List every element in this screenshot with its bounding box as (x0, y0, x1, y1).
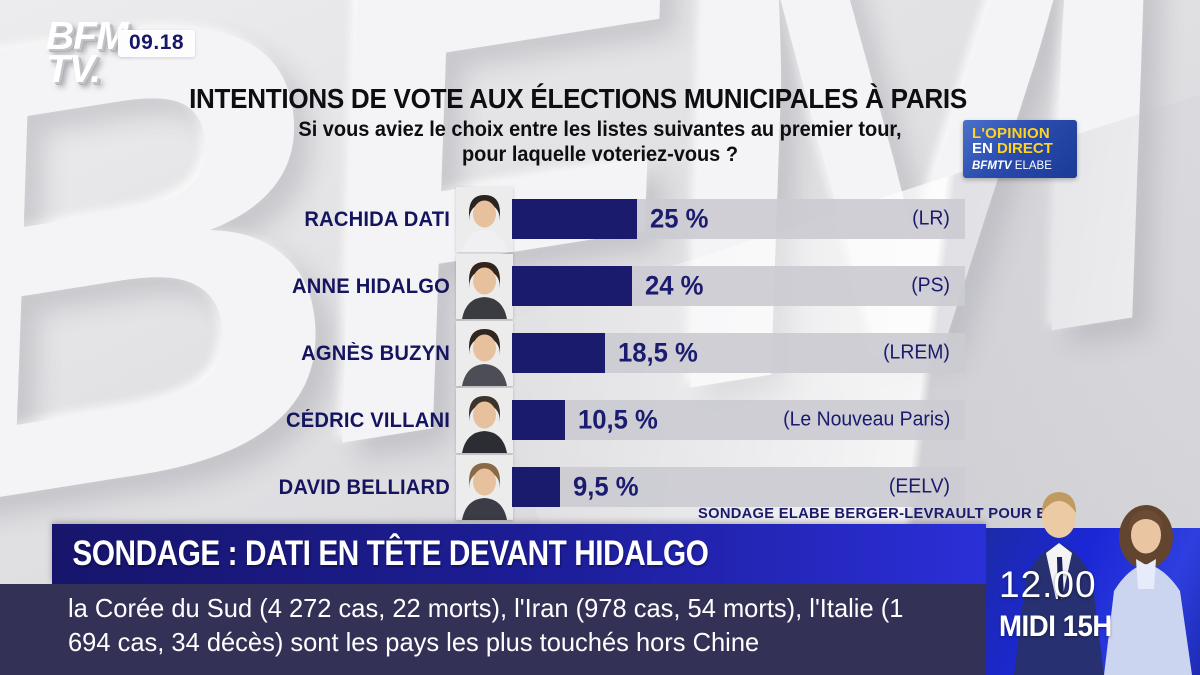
presenters-illustration (1014, 492, 1192, 675)
candidate-name: AGNÈS BUZYN (301, 341, 450, 365)
party-label: (LREM) (883, 341, 950, 364)
bar-fill (512, 467, 560, 507)
opinion-en-direct-badge: L'OPINION EN DIRECT BFMTV ELABE (963, 120, 1077, 178)
poll-subtitle-line1: Si vous aviez le choix entre les listes … (298, 118, 902, 141)
bar-track (512, 266, 965, 306)
poll-title: INTENTIONS DE VOTE AUX ÉLECTIONS MUNICIP… (189, 83, 967, 114)
bar-track (512, 467, 965, 507)
bar-track (512, 400, 965, 440)
female-presenter-silhouette (1104, 505, 1192, 675)
bfmtv-logo-line1: BFM (46, 15, 128, 58)
candidate-name: ANNE HIDALGO (292, 274, 450, 298)
badge-line3-light: ELABE (1011, 160, 1052, 172)
party-label: (PS) (911, 274, 950, 297)
clock: 09.18 (118, 30, 196, 57)
candidate-name: DAVID BELLIARD (278, 475, 450, 499)
ticker-line1: la Corée du Sud (4 272 cas, 22 morts), l… (68, 593, 904, 623)
candidate-photo (456, 254, 513, 319)
promo-show-name: MIDI 15H (999, 610, 1112, 643)
poll-bar-chart: RACHIDA DATI 25 % (LR) ANNE HIDALGO (0, 186, 1200, 521)
poll-row: RACHIDA DATI 25 % (LR) (0, 186, 1200, 253)
party-label: (EELV) (888, 475, 950, 498)
candidate-photo (456, 321, 513, 386)
poll-source-caption: SONDAGE ELABE BERGER-LEVRAULT POUR BFM (698, 505, 1070, 522)
badge-line2-white: EN (972, 140, 998, 157)
bar-fill (512, 266, 632, 306)
party-label: (LR) (912, 207, 950, 230)
poll-row: AGNÈS BUZYN 18,5 % (LREM) (0, 320, 1200, 387)
candidate-photo (456, 455, 513, 520)
bar-value-label: 10,5 % (577, 404, 658, 435)
bar-track (512, 333, 965, 373)
bar-value-label: 25 % (650, 203, 709, 234)
badge-line2-yellow: DIRECT (997, 140, 1053, 157)
news-ticker: la Corée du Sud (4 272 cas, 22 morts), l… (0, 584, 986, 675)
badge-line3: BFMTV ELABE (972, 159, 1077, 174)
ticker-line2: 694 cas, 34 décès) sont les pays les plu… (68, 627, 760, 657)
candidate-name: CÉDRIC VILLANI (286, 408, 450, 432)
bar-fill (512, 400, 565, 440)
badge-line3-bold: BFMTV (972, 160, 1012, 172)
bar-value-label: 18,5 % (617, 337, 698, 368)
promo-time: 12.00 (999, 564, 1097, 605)
candidate-photo (456, 187, 513, 252)
bar-fill (512, 333, 605, 373)
poll-row: ANNE HIDALGO 24 % (PS) (0, 253, 1200, 320)
male-presenter-silhouette (1014, 492, 1104, 675)
bfmtv-logo: BFM TV. (46, 15, 128, 91)
candidate-photo (456, 388, 513, 453)
poll-subtitle-line2: pour laquelle voteriez-vous ? (461, 143, 739, 166)
poll-subtitle: Si vous aviez le choix entre les listes … (30, 117, 1170, 167)
headline-banner: SONDAGE : DATI EN TÊTE DEVANT HIDALGO (52, 524, 986, 584)
party-label: (Le Nouveau Paris) (782, 408, 950, 431)
badge-line1: L'OPINION (972, 125, 1050, 142)
bar-value-label: 9,5 % (572, 471, 639, 502)
bar-value-label: 24 % (645, 270, 704, 301)
headline-text: SONDAGE : DATI EN TÊTE DEVANT HIDALGO (72, 534, 709, 573)
bfmtv-logo-line2: TV. (46, 48, 101, 91)
badge-line2: EN DIRECT (972, 141, 1077, 156)
bar-track (512, 199, 965, 239)
next-show-promo: 12.00 MIDI 15H (986, 492, 1200, 675)
poll-row: DAVID BELLIARD 9,5 % (EELV) (0, 454, 1200, 521)
poll-row: CÉDRIC VILLANI 10,5 % (Le Nouveau Paris) (0, 387, 1200, 454)
candidate-name: RACHIDA DATI (304, 207, 450, 231)
bar-fill (512, 199, 637, 239)
